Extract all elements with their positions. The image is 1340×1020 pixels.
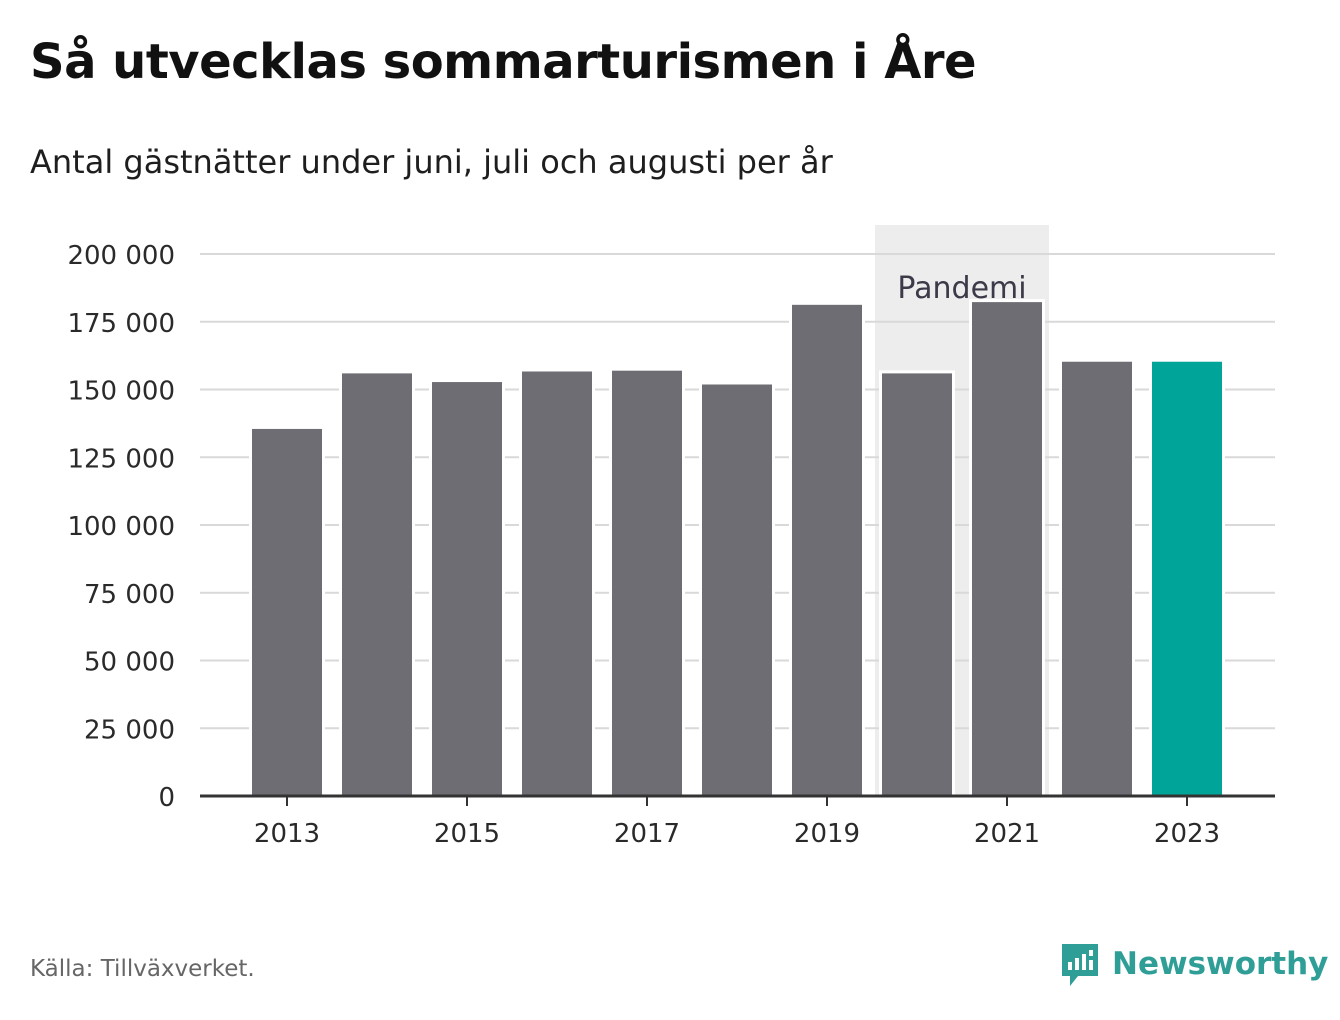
y-axis-labels: 0 25 000 50 000 75 000 100 000 125 000 150 000… — [67, 241, 175, 813]
bar-2016 — [519, 368, 595, 798]
y-tick-label: 0 — [158, 783, 175, 813]
y-tick-label: 100 000 — [67, 512, 175, 542]
y-tick-label: 125 000 — [67, 444, 175, 474]
newsworthy-logo-icon — [1062, 944, 1098, 986]
bar-2018 — [699, 381, 775, 798]
brand-name: Newsworthy — [1112, 946, 1329, 982]
bar-2015 — [429, 379, 505, 798]
x-tick-label: 2017 — [614, 819, 680, 849]
bar-2022 — [1059, 358, 1135, 798]
chart-subtitle: Antal gästnätter under juni, juli och au… — [30, 143, 833, 181]
y-tick-label: 150 000 — [67, 377, 175, 407]
bars: Pandemi — [249, 271, 1225, 798]
bar-2017 — [609, 367, 685, 798]
x-tick-label: 2019 — [794, 819, 860, 849]
y-tick-label: 200 000 — [67, 241, 175, 271]
y-tick-label: 50 000 — [84, 648, 175, 678]
x-tick-label: 2021 — [974, 819, 1040, 849]
x-tick-label: 2023 — [1154, 819, 1220, 849]
x-axis-labels: 2013 2015 2017 2019 2021 2023 — [254, 819, 1220, 849]
x-tick-label: 2013 — [254, 819, 320, 849]
bar-2020 — [879, 370, 955, 798]
bar-2014 — [339, 370, 415, 798]
x-tick-label: 2015 — [434, 819, 500, 849]
brand-logo: Newsworthy — [1060, 940, 1328, 988]
bar-2019 — [789, 301, 865, 798]
y-tick-label: 25 000 — [84, 715, 175, 745]
bar-2023 — [1149, 358, 1225, 798]
source-note: Källa: Tillväxverket. — [30, 956, 255, 982]
chart-title: Så utvecklas sommarturismen i Åre — [30, 34, 977, 90]
x-axis — [200, 794, 1275, 806]
bar-2013 — [249, 425, 325, 798]
pandemic-label: Pandemi — [897, 271, 1026, 306]
y-tick-label: 75 000 — [84, 580, 175, 610]
y-tick-label: 175 000 — [67, 309, 175, 339]
bar-2021 — [969, 299, 1045, 798]
bar-chart: Pandemi 0 25 000 50 000 75 000 100 000 125 00… — [67, 225, 1275, 849]
